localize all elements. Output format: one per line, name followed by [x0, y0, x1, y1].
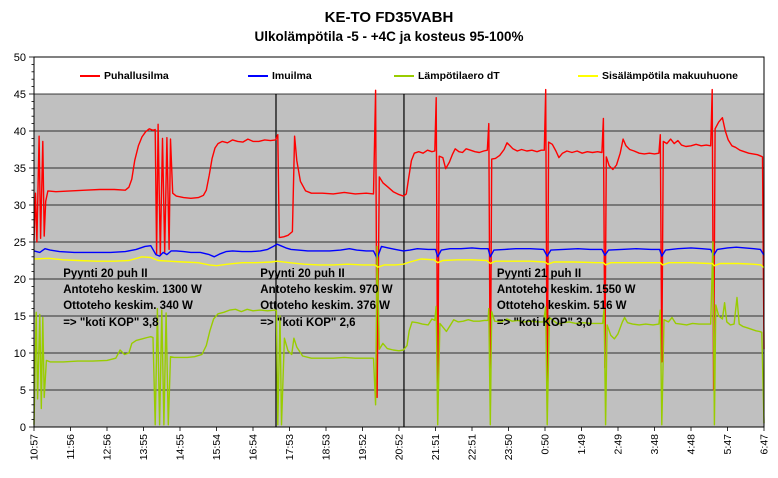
y-tick-label: 40	[14, 126, 26, 138]
x-tick-label: 1:49	[576, 434, 588, 455]
x-tick-label: 22:51	[467, 434, 479, 460]
x-tick-label: 17:53	[284, 434, 296, 460]
x-tick-label: 11:56	[65, 434, 77, 460]
x-tick-label: 19:52	[357, 434, 369, 460]
legend-band-background	[34, 57, 764, 94]
y-tick-label: 25	[14, 237, 26, 249]
y-tick-label: 20	[14, 274, 26, 286]
x-tick-label: 6:47	[759, 434, 771, 455]
series-line-0	[33, 88, 765, 414]
plot-area-background	[34, 94, 764, 427]
series-line-2	[33, 241, 765, 426]
y-tick-label: 30	[14, 200, 26, 212]
x-tick-label: 3:48	[649, 434, 661, 455]
y-tick-label: 45	[14, 89, 26, 101]
x-tick-label: 20:52	[394, 434, 406, 460]
x-tick-label: 5:47	[722, 434, 734, 455]
chart-subtitle: Ulkolämpötila -5 - +4C ja kosteus 95-100…	[254, 29, 524, 44]
x-tick-label: 21:51	[430, 434, 442, 460]
x-tick-label: 15:54	[211, 434, 223, 460]
y-tick-label: 35	[14, 163, 26, 175]
series-line-1	[33, 243, 765, 259]
chart-title: KE-TO FD35VABH	[324, 9, 454, 26]
x-tick-label: 23:50	[503, 434, 515, 460]
x-tick-label: 2:49	[613, 434, 625, 455]
x-tick-label: 13:55	[138, 434, 150, 460]
y-tick-label: 50	[14, 52, 26, 64]
x-tick-label: 12:56	[102, 434, 114, 460]
y-tick-label: 0	[20, 422, 26, 434]
y-tick-label: 10	[14, 348, 26, 360]
x-tick-label: 4:48	[686, 434, 698, 455]
x-tick-label: 0:50	[540, 434, 552, 455]
y-tick-label: 5	[20, 385, 26, 397]
x-tick-label: 16:54	[248, 434, 260, 460]
x-tick-label: 14:55	[175, 434, 187, 460]
x-tick-label: 10:57	[29, 434, 41, 460]
x-tick-label: 18:53	[321, 434, 333, 460]
y-tick-label: 15	[14, 311, 26, 323]
series-line-3	[33, 256, 765, 269]
